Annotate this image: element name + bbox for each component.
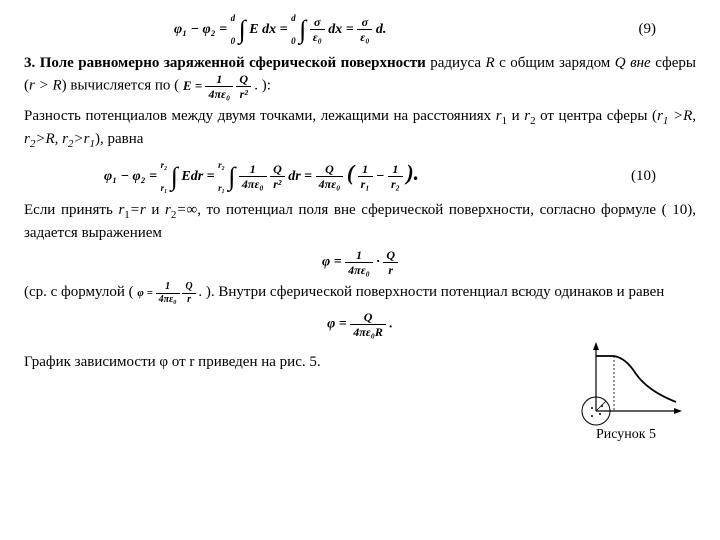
equation-9-number: (9) xyxy=(639,19,697,39)
paragraph-4: Разность потенциалов между двумя точками… xyxy=(24,106,696,152)
equation-10: φ₁ − φ₂ = r₂r₁ ∫ Edr = r₂r₁ ∫ 14πε₀ Qr² … xyxy=(104,158,419,194)
figure-5-caption: Рисунок 5 xyxy=(566,426,686,445)
equation-phiR-row: φ = Q4πε₀R . xyxy=(24,311,696,338)
inline-formula-phi: φ = 14πε₀ Qr xyxy=(137,287,198,299)
equation-phiR: φ = Q4πε₀R . xyxy=(327,311,393,338)
potential-graph-icon xyxy=(566,336,686,426)
integral-icon: ∫ xyxy=(239,12,246,47)
paragraph-5: Если принять r1=r и r2=∞, то потенциал п… xyxy=(24,200,696,243)
equation-phi: φ = 14πε₀ · Qr xyxy=(322,249,398,276)
equation-10-row: φ₁ − φ₂ = r₂r₁ ∫ Edr = r₂r₁ ∫ 14πε₀ Qr² … xyxy=(24,158,696,194)
integral-icon: ∫ xyxy=(228,159,235,194)
integral-icon: ∫ xyxy=(171,159,178,194)
integral-icon: ∫ xyxy=(299,12,306,47)
figure-5: Рисунок 5 xyxy=(566,336,686,445)
paragraph-3: 3. Поле равномерно заряженной сферическо… xyxy=(24,53,696,100)
paragraph-6: (ср. с формулой ( φ = 14πε₀ Qr . ). Внут… xyxy=(24,282,696,305)
section-title: 3. Поле равномерно заряженной сферическо… xyxy=(24,55,426,71)
equation-phi-row: φ = 14πε₀ · Qr xyxy=(24,249,696,276)
equation-10-number: (10) xyxy=(631,166,696,186)
eq9-lhs: φ₁ − φ₂ = xyxy=(174,22,227,37)
equation-9: φ₁ − φ₂ = d0 ∫ E dx = d0 ∫ σε₀ dx = σε₀ … xyxy=(174,12,386,47)
inline-formula-E: E = 14πε₀ Qr² xyxy=(183,78,254,93)
equation-9-row: φ₁ − φ₂ = d0 ∫ E dx = d0 ∫ σε₀ dx = σε₀ … xyxy=(24,12,696,47)
